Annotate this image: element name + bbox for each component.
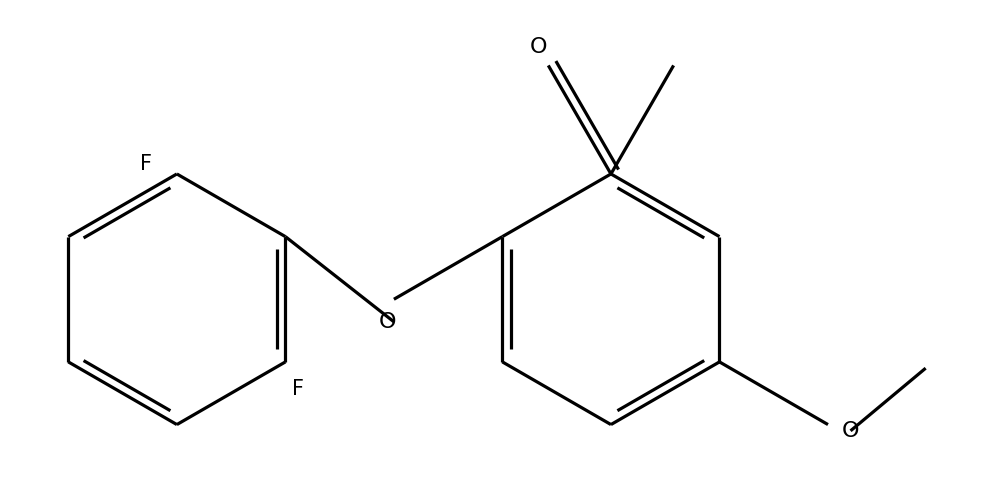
Text: O: O (530, 37, 547, 57)
Text: F: F (139, 154, 151, 174)
Text: O: O (379, 312, 397, 332)
Text: O: O (842, 421, 859, 441)
Text: F: F (292, 379, 304, 399)
